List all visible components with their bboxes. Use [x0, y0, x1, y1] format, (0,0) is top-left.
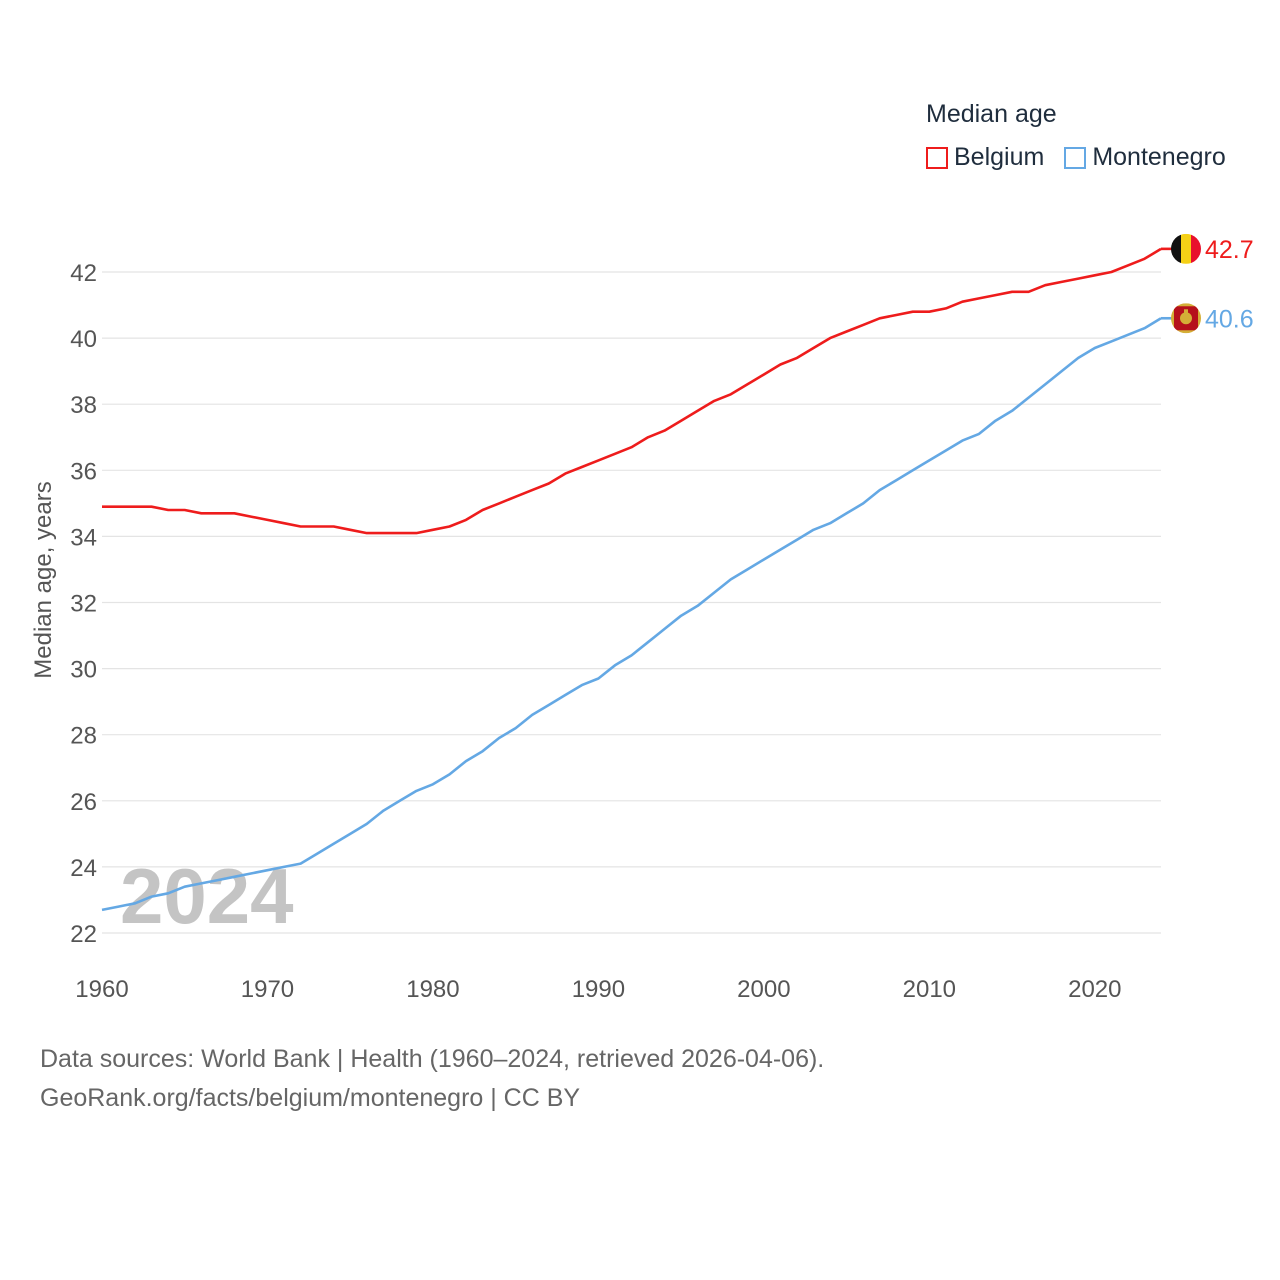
montenegro-flag-icon: [1171, 303, 1201, 334]
end-value-label-montenegro: 40.6: [1205, 305, 1254, 333]
year-watermark: 2024: [120, 852, 294, 940]
y-tick-label: 40: [70, 326, 97, 353]
y-tick-label: 22: [70, 921, 97, 948]
y-tick-label: 26: [70, 789, 97, 816]
belgium-flag-icon: [1171, 233, 1201, 264]
y-tick-label: 38: [70, 392, 97, 419]
footer-data-sources: Data sources: World Bank | Health (1960–…: [40, 1045, 825, 1073]
footer-attribution[interactable]: GeoRank.org/facts/belgium/montenegro | C…: [40, 1084, 581, 1112]
y-tick-label: 34: [70, 524, 97, 551]
x-tick-label: 1960: [75, 976, 128, 1003]
end-markers: 42.7 40.6: [1161, 233, 1254, 334]
series-lines: [101, 247, 1162, 912]
y-axis-ticks: 22 24 26 28 30 32 34 36 38 40 42: [70, 260, 97, 948]
x-tick-label: 1970: [241, 976, 294, 1003]
series-line-belgium: [102, 247, 1162, 535]
y-tick-label: 30: [70, 657, 97, 684]
end-value-label-belgium: 42.7: [1205, 236, 1254, 264]
x-tick-label: 2010: [903, 976, 956, 1003]
legend-swatch-montenegro: [1064, 146, 1087, 169]
y-tick-label: 32: [70, 591, 97, 618]
y-tick-label: 36: [70, 458, 97, 485]
x-tick-label: 2020: [1068, 976, 1121, 1003]
x-tick-label: 2000: [737, 976, 790, 1003]
y-tick-label: 28: [70, 723, 97, 750]
legend-swatch-belgium: [926, 146, 948, 169]
y-tick-label: 24: [70, 855, 97, 882]
y-axis-label: Median age, years: [30, 481, 57, 678]
legend-item-montenegro[interactable]: Montenegro: [1064, 143, 1226, 172]
series-line-montenegro: [101, 317, 1162, 912]
x-tick-label: 1990: [572, 976, 625, 1003]
legend-label-belgium: Belgium: [954, 143, 1045, 171]
x-tick-label: 1980: [406, 976, 459, 1003]
y-tick-label: 42: [70, 260, 97, 287]
x-axis-ticks: 1960 1970 1980 1990 2000 2010 2020: [75, 976, 1121, 1003]
legend-title: Median age: [926, 100, 1057, 128]
legend-item-belgium[interactable]: Belgium: [926, 143, 1044, 172]
legend-label-montenegro: Montenegro: [1092, 143, 1226, 171]
grid-lines: [102, 271, 1161, 934]
legend: Belgium Montenegro: [926, 143, 1246, 172]
